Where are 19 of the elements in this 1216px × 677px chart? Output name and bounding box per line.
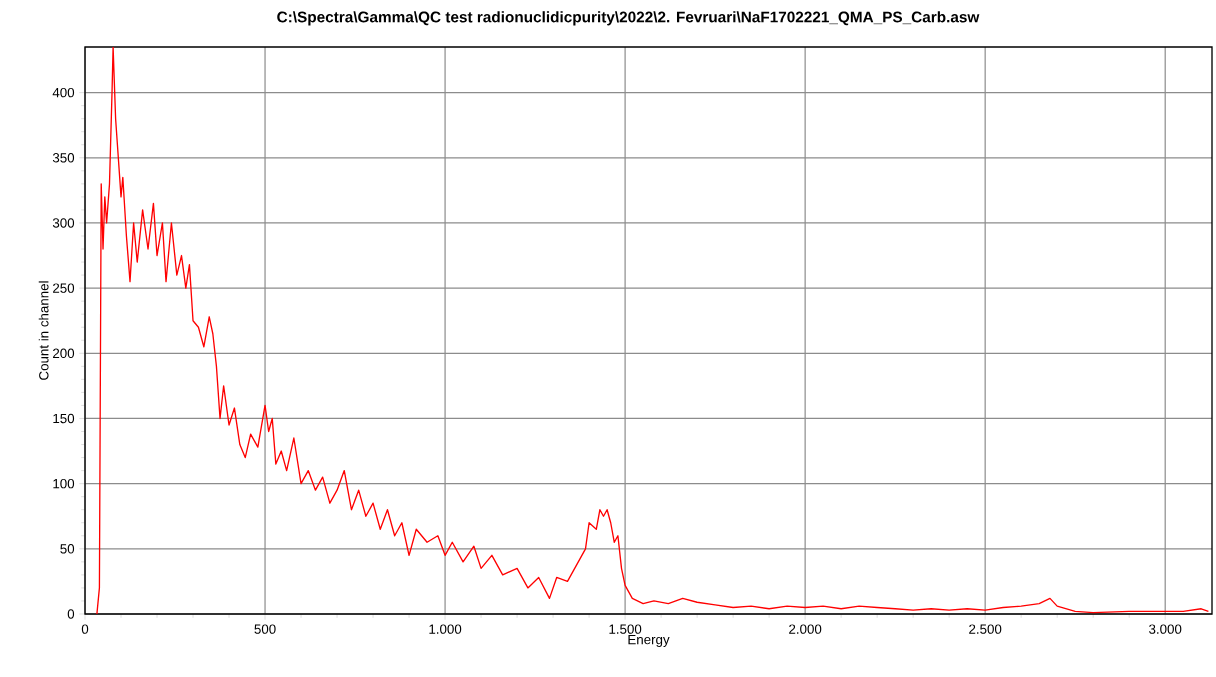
y-tick-label: 100 bbox=[53, 478, 75, 489]
y-tick-label: 200 bbox=[53, 348, 75, 359]
y-tick-label: 350 bbox=[52, 153, 75, 163]
y-tick-label: 300 bbox=[52, 218, 75, 228]
y-tick-label: 250 bbox=[53, 283, 75, 293]
y-tick-label: 150 bbox=[53, 413, 75, 424]
x-tick-label: 1.500 bbox=[609, 624, 642, 634]
y-tick-label: 50 bbox=[60, 544, 75, 554]
x-tick-label: 0 bbox=[81, 624, 89, 634]
x-tick-label: 2.000 bbox=[789, 624, 822, 634]
x-tick-label: 2.500 bbox=[969, 624, 1002, 634]
x-tick-label: 500 bbox=[254, 624, 276, 634]
y-tick-label: 400 bbox=[52, 87, 75, 98]
x-tick-label: 3.000 bbox=[1149, 624, 1182, 634]
x-axis-title: Energy bbox=[628, 634, 670, 647]
x-tick-label: 1.000 bbox=[429, 624, 462, 634]
chart-title: C:\Spectra\Gamma\QC test radionuclidicpurity\2022\2. Fevruari\NaF1702221_QMA_PS_Carb.asw bbox=[277, 11, 980, 26]
y-axis-title: Count in channel bbox=[38, 281, 49, 380]
y-tick-label: 0 bbox=[67, 609, 75, 619]
